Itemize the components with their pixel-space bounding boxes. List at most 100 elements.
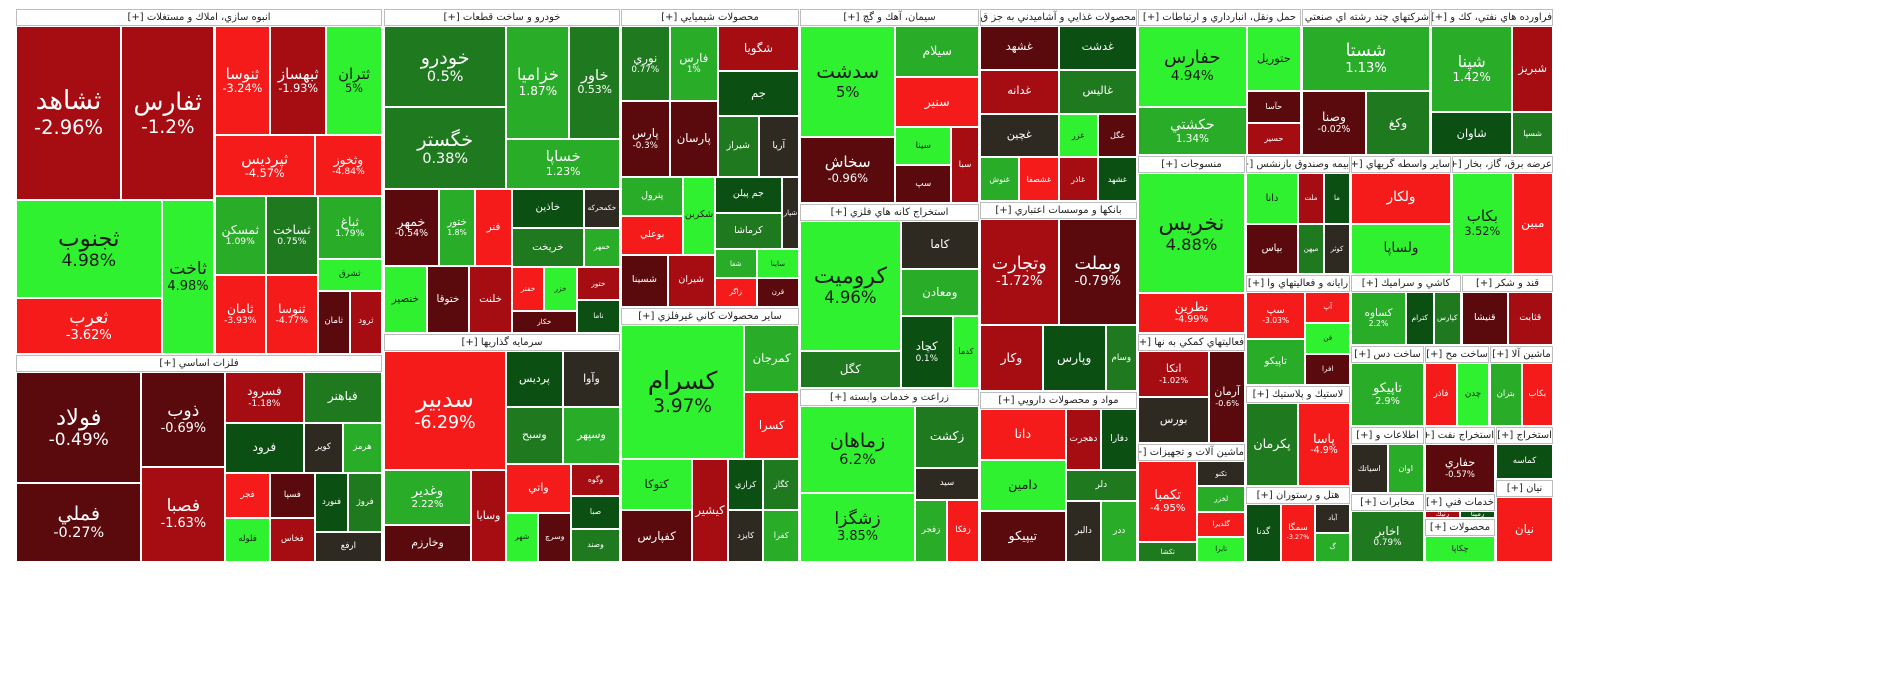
stock-tile[interactable]: غدشت: [1058, 26, 1137, 70]
stock-tile[interactable]: تيپيكو: [980, 511, 1066, 562]
stock-tile[interactable]: كپارس: [1433, 292, 1461, 345]
stock-tile[interactable]: زاگر: [714, 278, 757, 307]
stock-tile[interactable]: تكنو: [1197, 461, 1245, 487]
stock-tile[interactable]: دانا: [1246, 173, 1298, 224]
stock-tile[interactable]: غاذر: [1058, 157, 1098, 201]
stock-tile[interactable]: آرمان -0.6%: [1209, 351, 1245, 443]
stock-tile[interactable]: پرديس: [505, 351, 563, 408]
stock-tile[interactable]: كايزد: [727, 510, 764, 562]
stock-tile[interactable]: خگستر 0.38%: [384, 107, 507, 189]
stock-tile[interactable]: تكمبا -4.95%: [1138, 461, 1198, 542]
stock-tile[interactable]: خمهر -0.54%: [384, 188, 439, 267]
stock-tile[interactable]: كتوكا: [621, 458, 693, 511]
stock-tile[interactable]: گلديرا: [1197, 511, 1245, 537]
stock-tile[interactable]: غشصفا: [1019, 157, 1059, 201]
stock-tile[interactable]: سيد: [915, 468, 979, 500]
stock-tile[interactable]: كفپارس: [621, 510, 693, 562]
stock-tile[interactable]: اوان: [1387, 444, 1424, 493]
sector-header[interactable]: محصولات [+]: [1425, 519, 1495, 536]
stock-tile[interactable]: فملي -0.27%: [16, 482, 142, 562]
stock-tile[interactable]: كوثر: [1324, 223, 1350, 274]
stock-tile[interactable]: غاليس: [1058, 69, 1137, 114]
stock-tile[interactable]: سينا: [895, 127, 952, 166]
stock-tile[interactable]: قثابت: [1507, 292, 1553, 345]
stock-tile[interactable]: وسام: [1105, 324, 1137, 391]
stock-tile[interactable]: گ: [1315, 533, 1350, 562]
stock-tile[interactable]: بكاب 3.52%: [1452, 173, 1513, 274]
sector-header[interactable]: ساير محصولات كاني غيرفلزي [+]: [621, 308, 799, 325]
sector-header[interactable]: فعاليتهاي كمكي به نها [+]: [1138, 334, 1245, 351]
stock-tile[interactable]: فولاد -0.49%: [16, 372, 142, 483]
stock-tile[interactable]: آپ: [1305, 292, 1350, 323]
stock-tile[interactable]: بوعلي: [621, 215, 684, 255]
stock-tile[interactable]: واتي: [505, 463, 572, 513]
stock-tile[interactable]: فن: [1305, 323, 1350, 354]
sector-header[interactable]: هتل و رستوران [+]: [1246, 487, 1350, 504]
stock-tile[interactable]: شيران: [667, 254, 715, 307]
stock-tile[interactable]: ناما: [576, 300, 620, 333]
stock-tile[interactable]: شيراز: [718, 116, 759, 177]
stock-tile[interactable]: ولساپا: [1351, 223, 1451, 274]
stock-tile[interactable]: ثامان: [317, 290, 350, 354]
stock-tile[interactable]: نيان: [1496, 497, 1553, 562]
stock-tile[interactable]: فجر: [225, 473, 270, 518]
stock-tile[interactable]: اخابر 0.79%: [1351, 511, 1424, 562]
stock-tile[interactable]: فسپا: [269, 473, 315, 518]
sector-header[interactable]: حمل ونقل، انبارداري و ارتباطات [+]: [1138, 9, 1301, 26]
stock-tile[interactable]: لخزر: [1197, 486, 1245, 512]
sector-header[interactable]: عرضه برق، گاز، بخار [+]: [1452, 156, 1553, 173]
stock-tile[interactable]: فباهنر: [303, 372, 382, 423]
stock-tile[interactable]: شفا: [714, 249, 757, 279]
stock-tile[interactable]: زفكا: [947, 499, 979, 562]
stock-tile[interactable]: تكشا: [1138, 541, 1198, 562]
stock-tile[interactable]: كچاد 0.1%: [900, 316, 953, 388]
stock-tile[interactable]: دامين: [980, 460, 1066, 511]
stock-tile[interactable]: ثساخت 0.75%: [266, 196, 318, 276]
stock-tile[interactable]: كفرا: [763, 510, 799, 562]
stock-tile[interactable]: ثجنوب 4.98%: [16, 200, 162, 299]
stock-tile[interactable]: ثبهساز -1.93%: [270, 26, 327, 136]
sector-header[interactable]: ساير واسطه گريهاي [+]: [1351, 156, 1451, 173]
sector-header[interactable]: رايانه و فعاليتهاي وا [+]: [1246, 275, 1350, 292]
stock-tile[interactable]: غزر: [1058, 113, 1098, 158]
stock-tile[interactable]: كسرا: [744, 391, 799, 459]
stock-tile[interactable]: سپ -3.03%: [1246, 292, 1306, 339]
stock-tile[interactable]: فلوله: [225, 517, 270, 562]
stock-tile[interactable]: رمپنا: [1460, 511, 1495, 518]
stock-tile[interactable]: ذوب -0.69%: [141, 372, 226, 467]
stock-tile[interactable]: گدنا: [1246, 504, 1281, 562]
sector-header[interactable]: انبوه سازي، املاك و مستغلات [+]: [16, 9, 382, 26]
stock-tile[interactable]: هرمز: [342, 422, 382, 474]
stock-tile[interactable]: سدبير -6.29%: [384, 351, 506, 470]
stock-tile[interactable]: شسپا: [1512, 112, 1553, 155]
sector-header[interactable]: بانكها و موسسات اعتباري [+]: [980, 202, 1137, 219]
stock-tile[interactable]: فصبا -1.63%: [141, 467, 226, 562]
stock-tile[interactable]: بورس: [1138, 397, 1210, 443]
stock-tile[interactable]: تاپيكو: [1246, 338, 1306, 385]
stock-tile[interactable]: ثنوسا -4.77%: [266, 275, 318, 354]
stock-tile[interactable]: ثشرق: [317, 259, 382, 291]
stock-tile[interactable]: شگويا: [718, 26, 799, 72]
stock-tile[interactable]: پترول: [621, 176, 684, 216]
stock-tile[interactable]: وثخوز -4.84%: [315, 135, 382, 197]
sector-header[interactable]: سيمان، آهك و گچ [+]: [800, 9, 979, 26]
sector-header[interactable]: بيمه وصندوق بازنشس [+]: [1246, 156, 1350, 173]
stock-tile[interactable]: قنيشا: [1462, 292, 1508, 345]
stock-tile[interactable]: ولكار: [1351, 173, 1451, 224]
sector-header[interactable]: خدمات فني [+]: [1425, 494, 1495, 511]
sector-header[interactable]: استخراج نفت [+]: [1425, 427, 1495, 444]
sector-header[interactable]: اطلاعات و [+]: [1351, 427, 1424, 444]
stock-tile[interactable]: كروميت 4.96%: [800, 221, 901, 351]
stock-tile[interactable]: كگاز: [763, 458, 799, 511]
stock-tile[interactable]: ارفع: [314, 532, 382, 562]
sector-header[interactable]: مخابرات [+]: [1351, 494, 1424, 511]
stock-tile[interactable]: فارس 1%: [669, 26, 719, 102]
sector-header[interactable]: قند و شكر [+]: [1462, 275, 1553, 292]
stock-tile[interactable]: خكمحركه: [583, 188, 620, 228]
stock-tile[interactable]: وپارس: [1042, 324, 1106, 391]
stock-tile[interactable]: ختوقا: [426, 266, 470, 333]
stock-tile[interactable]: ددر: [1101, 500, 1137, 562]
stock-tile[interactable]: سپ: [895, 165, 952, 203]
stock-tile[interactable]: غگل: [1097, 113, 1137, 158]
stock-tile[interactable]: غنوش: [980, 157, 1020, 201]
